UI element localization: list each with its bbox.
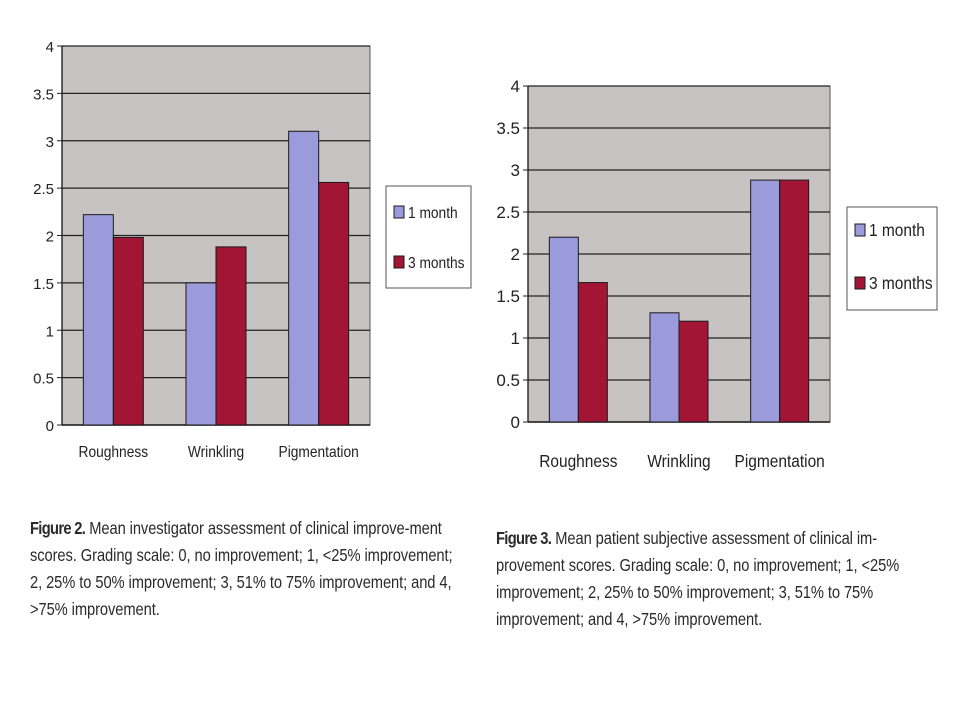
figure-3-caption: Figure 3. Mean patient subjective assess… [496, 525, 941, 633]
fig2-y-tick-label: 0.5 [33, 371, 54, 388]
fig3-y-tick-label: 1.5 [496, 287, 520, 306]
fig3-x-category-label: Roughness [539, 451, 617, 471]
fig3-bar-wrinkling-1-month [649, 312, 680, 423]
fig3-x-category-label: Pigmentation [735, 451, 825, 471]
fig3-legend-label: 3 months [869, 273, 933, 293]
fig2-y-tick-label: 4 [46, 39, 54, 56]
fig2-legend-swatch [393, 255, 405, 269]
fig2-bar-roughness-3-months [112, 236, 144, 426]
fig3-y-tick-label: 3 [511, 161, 520, 180]
fig3-y-tick-label: 2 [511, 245, 520, 264]
fig3-y-tick-label: 2.5 [496, 203, 520, 222]
figure-3-caption-label: Figure 3. [496, 528, 552, 548]
fig3-legend-label: 1 month [869, 220, 925, 240]
figure-3-bar-chart: 0 0.5 1 1.5 2 2.5 3 3.5 4 Roughness Wrinkling Pigme… [496, 77, 938, 471]
fig3-legend-swatch [854, 276, 866, 290]
fig2-bar-pigmentation-3-months [318, 181, 350, 426]
fig2-y-tick-label: 1 [46, 323, 54, 340]
fig2-legend-label: 1 month [408, 204, 458, 222]
fig3-y-tick-label: 3.5 [496, 119, 520, 138]
fig3-x-category-label: Wrinkling [647, 451, 710, 471]
fig2-bar-roughness-1-month [82, 214, 114, 426]
fig2-y-tick-label: 0 [46, 418, 54, 435]
fig2-bar-pigmentation-1-month [288, 130, 320, 426]
figure-3-caption-text: Mean patient subjective assessment of cl… [496, 528, 900, 629]
fig2-x-category-label: Roughness [79, 443, 149, 461]
fig2-legend [385, 185, 472, 289]
fig2-bar-wrinkling-3-months [215, 246, 247, 426]
fig2-legend-swatch [393, 205, 405, 219]
fig3-bar-wrinkling-3-months [678, 320, 709, 423]
fig3-y-tick-label: 1 [511, 329, 520, 348]
figure-2-caption-text: Mean investigator assessment of clinical… [30, 518, 453, 619]
fig2-y-tick-label: 3 [46, 134, 54, 151]
fig3-bar-roughness-1-month [548, 236, 579, 423]
fig2-y-tick-label: 2 [46, 229, 54, 246]
fig2-y-tick-label: 2.5 [33, 181, 54, 198]
figure-2-caption: Figure 2. Mean investigator assessment o… [30, 515, 467, 623]
fig3-y-tick-label: 4 [511, 77, 520, 96]
figure-2-caption-label: Figure 2. [30, 518, 86, 538]
fig2-legend-label: 3 months [408, 254, 465, 272]
figure-2-bar-chart: 0 0.5 1 1.5 2 2.5 3 3.5 4 Roughness Wrinkling Pigme… [33, 39, 472, 461]
fig3-legend-swatch [854, 223, 866, 237]
fig3-bar-pigmentation-1-month [750, 179, 781, 423]
fig2-x-category-label: Pigmentation [279, 443, 359, 461]
fig3-bar-roughness-3-months [577, 282, 608, 423]
fig2-y-tick-label: 1.5 [33, 276, 54, 293]
fig3-y-tick-label: 0 [511, 413, 520, 432]
fig3-bar-pigmentation-3-months [779, 179, 810, 423]
fig3-y-tick-label: 0.5 [496, 371, 520, 390]
fig2-bar-wrinkling-1-month [185, 282, 217, 426]
fig2-y-tick-label: 3.5 [33, 86, 54, 103]
fig2-x-category-label: Wrinkling [188, 443, 244, 461]
